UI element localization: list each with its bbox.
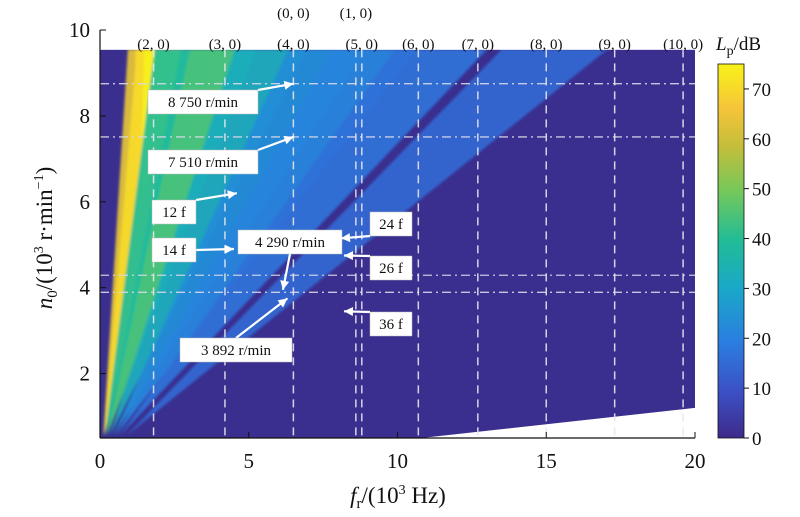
order-band-26 <box>107 49 257 436</box>
annotation-text: 7 510 r/min <box>168 155 238 171</box>
annotations: 8 750 r/min 7 510 r/min 12 f 14 f 4 290 r/mi… <box>147 80 413 363</box>
y-tick-label: 4 <box>80 276 91 300</box>
y-tick-label: 8 <box>80 104 91 128</box>
annotation-arrowhead <box>283 80 294 90</box>
speed-lines <box>100 83 695 293</box>
annotation-box <box>369 311 413 337</box>
colorbar-tick-label: 70 <box>752 80 771 101</box>
x-tick-label: 20 <box>685 449 706 473</box>
annotation-box <box>369 211 413 237</box>
annotation-box <box>147 89 259 115</box>
colorbar-tick-label: 10 <box>752 379 771 400</box>
annotation: 3 892 r/min <box>179 297 293 363</box>
mode-label: (0, 0) <box>277 6 310 22</box>
mode-label: (6, 0) <box>402 37 435 53</box>
mode-label: (7, 0) <box>462 37 495 53</box>
annotation-box <box>179 337 293 363</box>
annotation-text: 36 f <box>379 317 403 333</box>
empty-top-band <box>100 30 695 50</box>
colorbar-tick-label: 40 <box>752 230 771 251</box>
empty-region <box>100 30 695 438</box>
annotation-box <box>147 149 259 175</box>
annotation-arrowhead <box>280 280 290 290</box>
y-ticks: 2 4 6 8 10 <box>69 18 106 386</box>
y-tick-label: 10 <box>69 18 90 42</box>
colorbar-tick-label: 0 <box>752 429 762 450</box>
colorbar-ticks: 0 10 20 30 40 50 60 70 <box>744 80 771 450</box>
x-tick-label: 10 <box>387 449 408 473</box>
colorbar-tick-label: 30 <box>752 279 771 300</box>
annotation: 36 f <box>343 307 413 337</box>
colorbar: 0 10 20 30 40 50 60 70 Lp/dB <box>715 34 771 450</box>
colorbar-tick-label: 20 <box>752 329 771 350</box>
colorbar-tick-label: 60 <box>752 130 771 151</box>
mode-label: (1, 0) <box>340 6 373 22</box>
mode-label: (9, 0) <box>598 37 631 53</box>
annotation: 8 750 r/min <box>147 80 294 115</box>
annotation-arrowhead <box>227 190 237 200</box>
annotation-text: 3 892 r/min <box>201 343 271 359</box>
y-tick-label: 2 <box>80 362 91 386</box>
y-tick-label: 6 <box>80 190 91 214</box>
annotation-text: 12 f <box>162 205 186 221</box>
mode-label: (4, 0) <box>277 37 310 53</box>
mode-label: (3, 0) <box>209 37 242 53</box>
annotation-arrowhead <box>343 307 354 317</box>
annotation: 4 290 r/min <box>237 229 343 291</box>
annotation-arrowhead <box>283 135 294 145</box>
annotation: 7 510 r/min <box>147 135 294 175</box>
colorbar-label: Lp/dB <box>715 34 761 59</box>
annotation: 26 f <box>343 251 413 281</box>
colorbar-gradient <box>717 63 745 439</box>
annotation: 12 f <box>151 190 238 225</box>
annotation-text: 24 f <box>379 217 403 233</box>
annotation-box <box>151 237 197 263</box>
x-tick-label: 15 <box>536 449 557 473</box>
mode-label: (5, 0) <box>346 37 379 53</box>
colorbar-tick-label: 50 <box>752 180 771 201</box>
annotation-text: 4 290 r/min <box>255 235 325 251</box>
annotation-arrowhead <box>340 233 351 243</box>
annotation-box <box>237 229 343 255</box>
mode-label: (10, 0) <box>663 37 703 53</box>
annotation-box <box>369 255 413 281</box>
annotation: 24 f <box>340 211 413 243</box>
annotation-text: 8 750 r/min <box>168 95 238 111</box>
annotation-arrowhead <box>343 251 354 261</box>
empty-lower-right <box>438 408 695 438</box>
x-axis-label: fr/(103 Hz) <box>350 483 446 512</box>
mode-label: (2, 0) <box>137 37 170 53</box>
mode-lines <box>152 49 684 438</box>
x-tick-label: 0 <box>95 449 106 473</box>
x-tick-label: 5 <box>244 449 255 473</box>
annotation-arrowhead <box>277 298 288 308</box>
x-ticks: 0 5 10 15 20 <box>95 432 706 473</box>
y-axis-label: n0/(103 r·min−1) <box>32 167 61 310</box>
annotation-text: 14 f <box>162 243 186 259</box>
annotation-text: 26 f <box>379 261 403 277</box>
mode-labels: (2, 0) (3, 0) (0, 0) (4, 0) (1, 0) (5, 0) (6, … <box>137 6 703 53</box>
annotation-box <box>151 199 197 225</box>
annotation: 14 f <box>151 237 234 263</box>
annotation-arrow <box>235 297 289 339</box>
annotation-arrowhead <box>224 244 234 254</box>
mode-label: (8, 0) <box>530 37 563 53</box>
